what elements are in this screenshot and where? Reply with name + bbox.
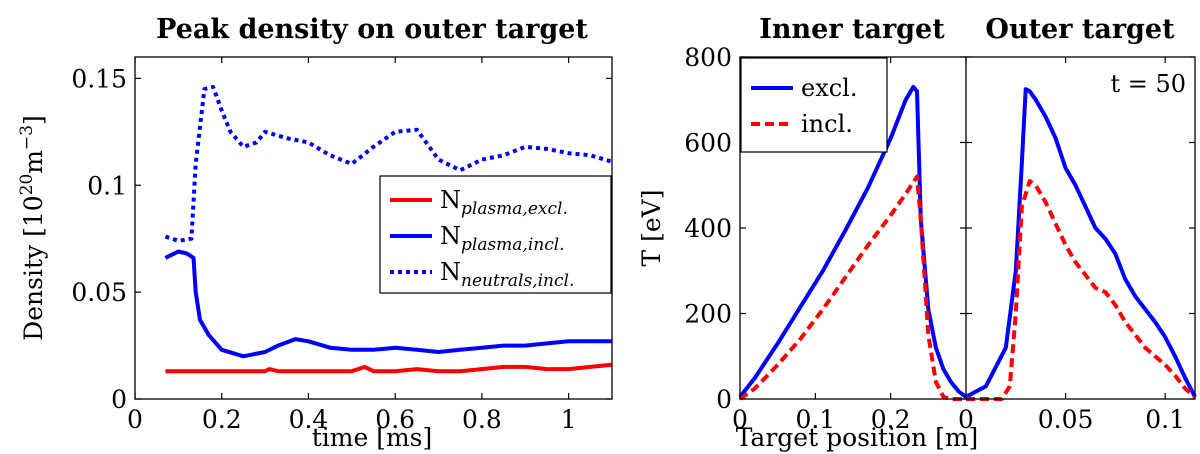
density-plot-frame (134, 56, 613, 400)
density-y-tick-label: 0 (111, 385, 127, 414)
temperature-chart: Inner target Outer target 0 0.1 0.2 0 0.05 0.… (637, 14, 1197, 452)
density-y-tick-label: 0.1 (87, 171, 127, 200)
density-legend-label-3: Nneutrals,incl. (440, 258, 574, 291)
legend-label-subscript: plasma,incl. (461, 235, 565, 255)
density-x-tick-label: 0.2 (202, 405, 242, 434)
outer-target-x-tick-label: 0.05 (1038, 405, 1094, 434)
temperature-legend-label-incl: incl. (801, 110, 853, 138)
ylabel-close: ] (19, 115, 48, 125)
temperature-legend-box (740, 57, 888, 153)
outer-target-title: Outer target (985, 14, 1175, 45)
ylabel-exponent-2: −3 (17, 125, 37, 150)
density-x-tick-label: 0 (127, 405, 143, 434)
density-chart-title: Peak density on outer target (156, 14, 588, 45)
legend-label-base: N (440, 186, 461, 214)
density-legend-label-2: Nplasma,incl. (440, 222, 565, 255)
temperature-y-tick-label: 800 (684, 43, 732, 72)
temperature-y-tick-label: 400 (684, 214, 732, 243)
density-x-tick-label: 0.8 (462, 405, 502, 434)
ylabel-unit: m (19, 150, 48, 174)
inner-target-incl-line (738, 174, 966, 401)
density-x-tick-label: 0.6 (375, 405, 415, 434)
temperature-legend: excl. incl. (740, 57, 888, 153)
density-series-line-2 (164, 249, 612, 359)
density-legend-label-1: Nplasma,excl. (440, 186, 568, 219)
time-annotation: t = 50 (1110, 70, 1186, 98)
legend-label-base: N (440, 258, 461, 286)
density-x-axis-label: time [ms] (312, 423, 433, 452)
legend-label-base: N (440, 222, 461, 250)
ylabel-exponent-1: 20 (17, 174, 37, 196)
ylabel-base: Density [10 (19, 195, 48, 340)
outer-target-x-tick-label: 0 (958, 405, 974, 434)
density-x-tick-label: 0.4 (289, 405, 329, 434)
legend-label-subscript: neutrals,incl. (461, 271, 574, 291)
inner-target-x-tick-label: 0 (732, 405, 748, 434)
density-series-line-1 (165, 362, 613, 374)
temperature-y-tick-label: 600 (684, 129, 732, 158)
outer-target-x-tick-label: 0.1 (1145, 405, 1185, 434)
density-legend: Nplasma,excl.Nplasma,incl.Nneutrals,incl… (379, 175, 612, 294)
density-y-tick-label: 0.05 (71, 278, 127, 307)
temperature-y-axis-label: T [eV] (637, 190, 666, 267)
density-x-tick-label: 1 (561, 405, 577, 434)
temperature-legend-label-excl: excl. (801, 74, 857, 102)
temperature-y-tick-label: 0 (716, 385, 732, 414)
inner-target-x-tick-label: 0.1 (795, 405, 835, 434)
inner-target-x-tick-label: 0.2 (871, 405, 911, 434)
temperature-y-tick-label: 200 (684, 300, 732, 329)
density-y-axis-label: Density [1020m−3] (17, 115, 48, 341)
outer-target-excl-line (965, 87, 1197, 399)
outer-target-incl-line (966, 179, 1197, 401)
density-chart: Peak density on outer target 0 0.2 0.4 0.6 0… (17, 14, 613, 452)
temperature-x-axis-label: Target position [m] (736, 423, 979, 452)
density-y-tick-label: 0.15 (71, 64, 127, 93)
inner-target-excl-line (738, 84, 968, 399)
inner-target-title: Inner target (759, 14, 945, 45)
legend-label-subscript: plasma,excl. (461, 199, 568, 219)
